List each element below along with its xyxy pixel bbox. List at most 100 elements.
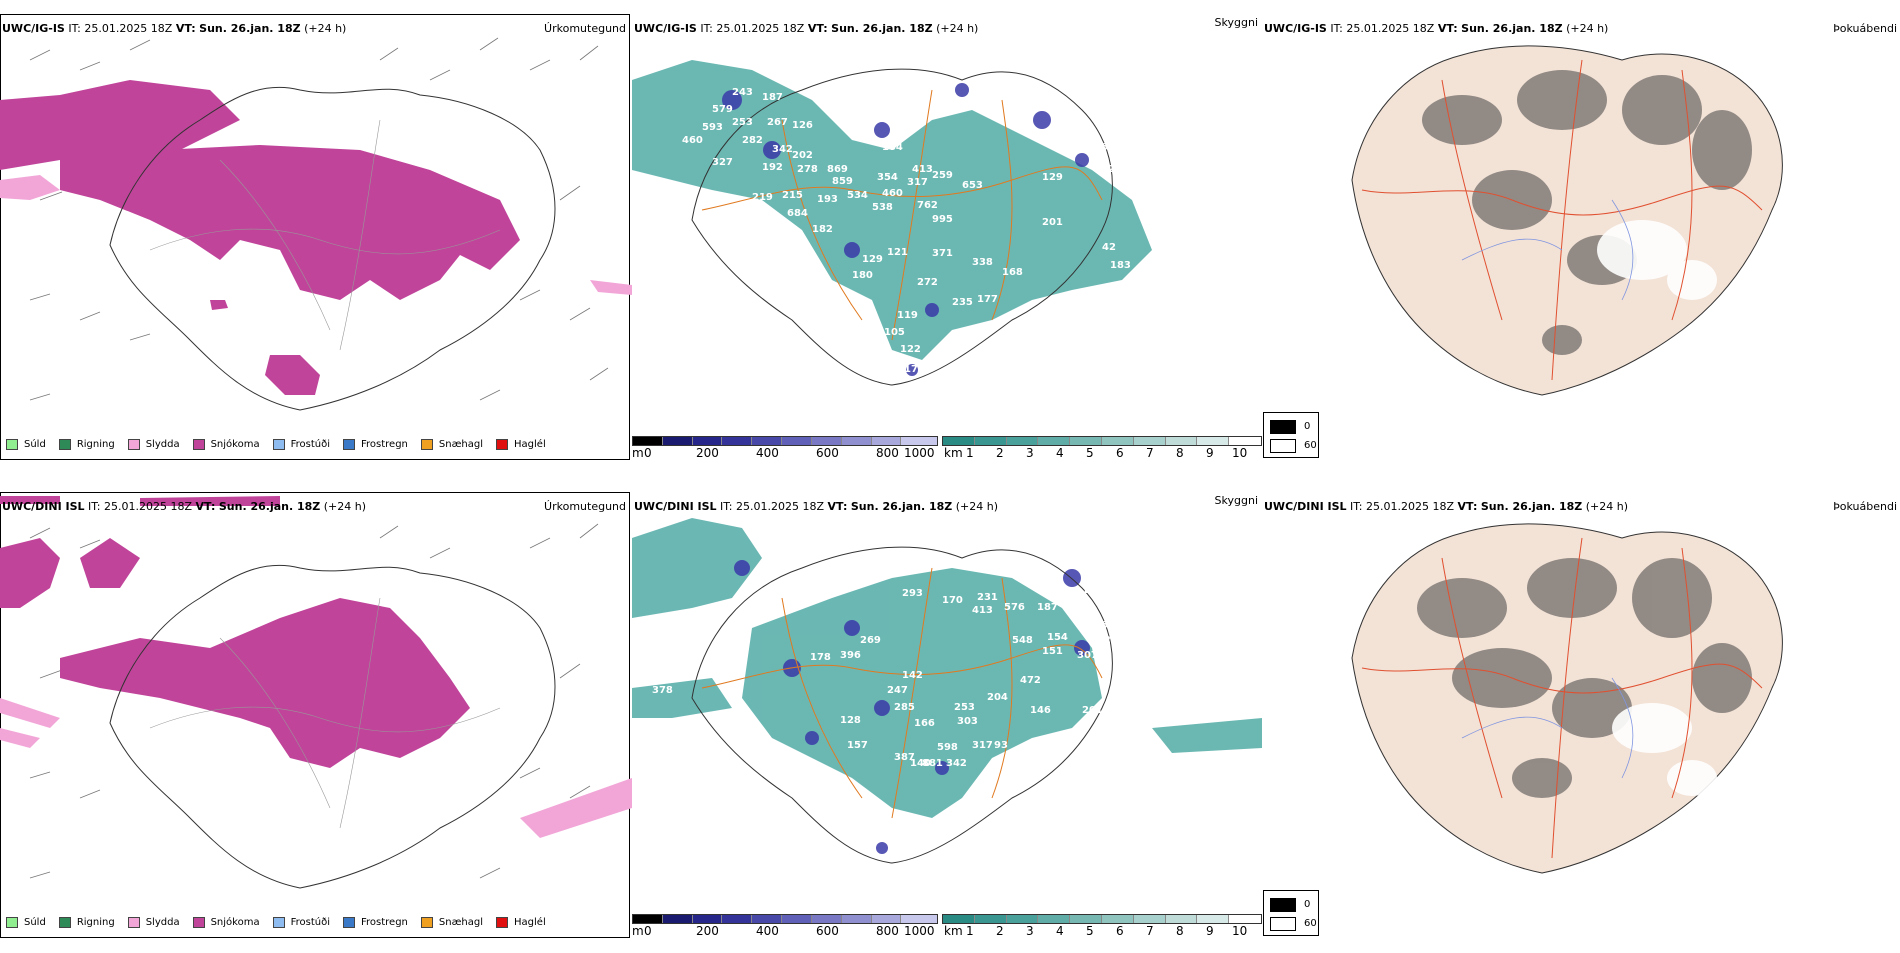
it-value: 25.01.2025 18Z bbox=[104, 500, 193, 513]
visibility-tick: 4 bbox=[1056, 446, 1064, 460]
visibility-tick: 7 bbox=[1146, 446, 1154, 460]
legend-item: Rigning bbox=[58, 439, 115, 450]
legend-item: Súld bbox=[6, 917, 46, 928]
cloud-base-value: 183 bbox=[1110, 260, 1131, 271]
legend-item: Frostúði bbox=[272, 917, 330, 928]
legend-item: Snjókoma bbox=[192, 917, 260, 928]
cloud-base-tick: 800 bbox=[876, 924, 899, 938]
cloud-base-value: 140 bbox=[910, 758, 931, 769]
cloud-base-unit: m bbox=[632, 924, 644, 938]
cloud-base-value: 272 bbox=[917, 277, 938, 288]
fog-clear bbox=[1597, 220, 1717, 300]
vt-label: VT: bbox=[1457, 500, 1478, 513]
legend-item: Slydda bbox=[127, 439, 180, 450]
legend-item: Frostregn bbox=[343, 917, 408, 928]
cloud-base-value: 212 bbox=[1090, 635, 1111, 646]
cloud-base-value: 460 bbox=[882, 188, 903, 199]
cloud-base-tick: 200 bbox=[696, 924, 719, 938]
fog-legend: 0 60 bbox=[1263, 890, 1319, 936]
cloud-base-value: 247 bbox=[887, 685, 908, 696]
model-name: UWC/IG-IS bbox=[2, 22, 65, 35]
visibility-header: UWC/DINI ISL IT: 25.01.2025 18Z VT: Sun.… bbox=[634, 500, 998, 513]
visibility-colorbar bbox=[942, 914, 1262, 924]
iceland-coastline bbox=[109, 564, 556, 889]
lead-time: (+24 h) bbox=[1585, 500, 1629, 513]
cloud-base-value: 317 bbox=[907, 177, 928, 188]
sleet-areas bbox=[0, 698, 632, 838]
cloud-base-value: 534 bbox=[847, 190, 868, 201]
lead-time: (+24 h) bbox=[955, 500, 999, 513]
legend-label: Snæhagl bbox=[438, 917, 484, 928]
lead-time: (+24 h) bbox=[323, 500, 367, 513]
forecast-row-dini-isl: UWC/DINI ISL IT: 25.01.2025 18Z VT: Sun.… bbox=[0, 478, 1900, 953]
cloud-base-value: 75 bbox=[1130, 142, 1144, 153]
cloud-base-value: 243 bbox=[732, 87, 753, 98]
cloud-base-value: 253 bbox=[732, 117, 753, 128]
forecast-row-ig-is: UWC/IG-IS IT: 25.01.2025 18Z VT: Sun. 26… bbox=[0, 0, 1900, 475]
visibility-tick: 2 bbox=[996, 446, 1004, 460]
fog-clear bbox=[1612, 703, 1717, 796]
iceland-coastline bbox=[691, 68, 1113, 386]
it-value: 25.01.2025 18Z bbox=[1366, 500, 1455, 513]
visibility-tick: 10 bbox=[1232, 924, 1248, 938]
cloud-base-value: 192 bbox=[762, 162, 783, 173]
vt-label: VT: bbox=[1437, 22, 1458, 35]
visibility-tick: 1 bbox=[966, 446, 974, 460]
it-value: 25.01.2025 18Z bbox=[716, 22, 805, 35]
vt-label: VT: bbox=[827, 500, 848, 513]
legend-label: Slydda bbox=[145, 439, 180, 450]
cloud-base-value: 168 bbox=[1002, 267, 1023, 278]
fog-swatch-max bbox=[1270, 420, 1296, 434]
vt-value: Sun. 26.jan. 18Z bbox=[199, 22, 301, 35]
it-value: 25.01.2025 18Z bbox=[1346, 22, 1435, 35]
legend-label: Rigning bbox=[76, 917, 115, 928]
cloud-base-value: 762 bbox=[917, 200, 938, 211]
cloud-base-value: 119 bbox=[897, 310, 918, 321]
cloud-base-unit: m bbox=[632, 446, 644, 460]
cloud-base-tick: 200 bbox=[696, 446, 719, 460]
cloud-base-value: 472 bbox=[1020, 675, 1041, 686]
precip-map bbox=[0, 496, 632, 889]
cloud-base-tick: 800 bbox=[876, 446, 899, 460]
legend-swatch bbox=[496, 917, 509, 928]
model-name: UWC/DINI ISL bbox=[1264, 500, 1347, 513]
legend-swatch bbox=[127, 439, 140, 450]
visibility-map: 293 170 231 576 413 187 107 131 548 154 … bbox=[632, 518, 1262, 864]
cloud-base-value: 215 bbox=[782, 190, 803, 201]
vt-value: Sun. 26.jan. 18Z bbox=[1480, 500, 1583, 513]
road-network bbox=[701, 89, 1103, 341]
cloud-base-value: 342 bbox=[772, 144, 793, 155]
cloud-base-value: 219 bbox=[752, 192, 773, 203]
lead-time: (+24 h) bbox=[304, 22, 347, 35]
vt-label: VT: bbox=[807, 22, 828, 35]
cloud-base-value: 202 bbox=[792, 150, 813, 161]
legend-label: Snjókoma bbox=[210, 917, 260, 928]
cloud-base-value: 146 bbox=[1030, 705, 1051, 716]
fog-header: UWC/DINI ISL IT: 25.01.2025 18Z VT: Sun.… bbox=[1264, 500, 1628, 513]
cloud-base-blue-spots bbox=[722, 83, 1089, 376]
cloud-base-value: 869 bbox=[827, 164, 848, 175]
cloud-base-value: 593 bbox=[702, 122, 723, 133]
cloud-base-value: 548 bbox=[1012, 635, 1033, 646]
rivers bbox=[1461, 677, 1634, 779]
model-name: UWC/DINI ISL bbox=[634, 500, 717, 513]
visibility-tick: 8 bbox=[1176, 924, 1184, 938]
it-label: IT: bbox=[68, 22, 81, 35]
vt-value: Sun. 26.jan. 18Z bbox=[1461, 22, 1563, 35]
cloud-base-value: 460 bbox=[682, 135, 703, 146]
precip-type-panel: UWC/IG-IS IT: 25.01.2025 18Z VT: Sun. 26… bbox=[0, 0, 632, 475]
legend-swatch bbox=[6, 917, 18, 928]
fog-swatch-min bbox=[1270, 917, 1296, 931]
cloud-base-value: 995 bbox=[932, 214, 953, 225]
precip-header: UWC/DINI ISL IT: 25.01.2025 18Z VT: Sun.… bbox=[2, 500, 366, 513]
legend-label: Súld bbox=[24, 439, 46, 450]
cloud-base-value: 387 bbox=[894, 752, 915, 763]
visibility-map: 579 243 187 593 253 267 126 460 282 342 … bbox=[632, 60, 1154, 395]
cloud-base-value: 193 bbox=[817, 194, 838, 205]
it-value: 25.01.2025 18Z bbox=[84, 22, 173, 35]
visibility-teal-field bbox=[632, 60, 1152, 360]
vt-label: VT: bbox=[195, 500, 216, 513]
rivers bbox=[1461, 199, 1634, 301]
cloud-base-value: 182 bbox=[812, 224, 833, 235]
precip-map bbox=[0, 37, 632, 411]
